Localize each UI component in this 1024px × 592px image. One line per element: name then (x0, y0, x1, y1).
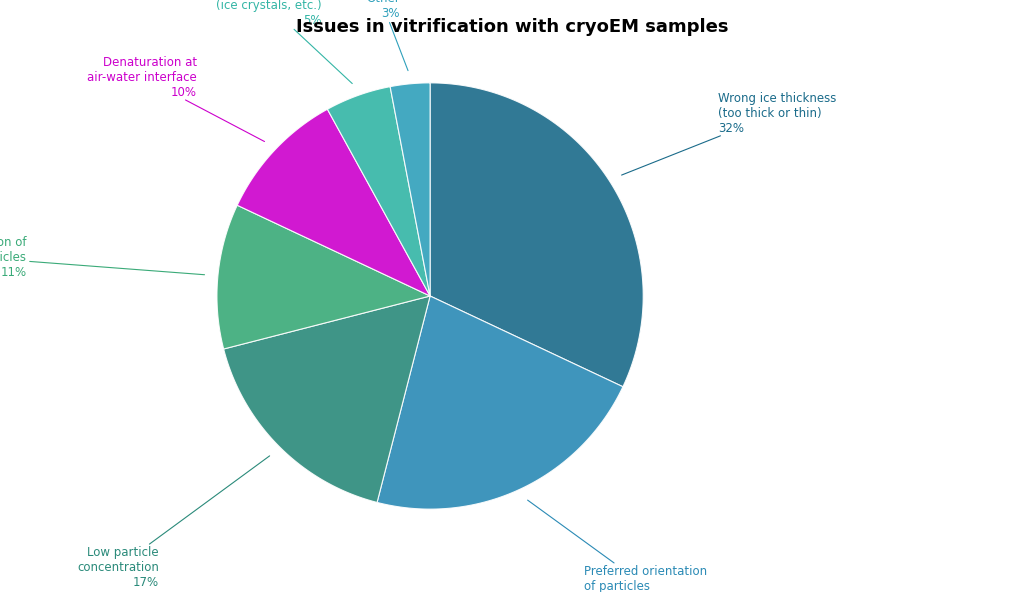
Polygon shape (223, 296, 430, 503)
Text: Issues in vitrification with cryoEM samples: Issues in vitrification with cryoEM samp… (296, 18, 728, 36)
Text: Contamination
(ice crystals, etc.)
5%: Contamination (ice crystals, etc.) 5% (216, 0, 352, 83)
Text: Denaturation at
air-water interface
10%: Denaturation at air-water interface 10% (87, 56, 264, 141)
Polygon shape (390, 83, 430, 296)
Text: Aggregation of
particles
11%: Aggregation of particles 11% (0, 236, 205, 279)
Polygon shape (238, 110, 430, 296)
Text: Wrong ice thickness
(too thick or thin)
32%: Wrong ice thickness (too thick or thin) … (622, 92, 837, 175)
Text: Preferred orientation
of particles
22%: Preferred orientation of particles 22% (527, 500, 708, 592)
Text: Other
3%: Other 3% (367, 0, 408, 70)
Polygon shape (328, 86, 430, 296)
Text: Low particle
concentration
17%: Low particle concentration 17% (77, 456, 269, 589)
Polygon shape (217, 205, 430, 349)
Polygon shape (430, 83, 643, 387)
Polygon shape (377, 296, 623, 509)
